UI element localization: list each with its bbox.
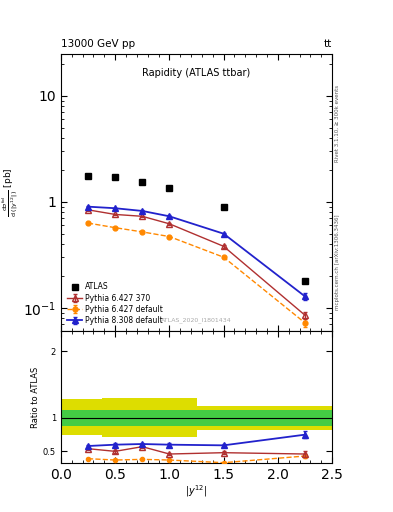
Bar	[61, 410, 101, 426]
Bar	[101, 398, 129, 437]
X-axis label: $|y^{12}|$: $|y^{12}|$	[185, 484, 208, 499]
Text: 13000 GeV pp: 13000 GeV pp	[61, 38, 135, 49]
ATLAS	[86, 173, 90, 179]
Bar	[61, 399, 101, 435]
Text: Rivet 3.1.10, ≥ 300k events: Rivet 3.1.10, ≥ 300k events	[335, 84, 340, 162]
ATLAS	[303, 278, 307, 284]
Bar	[196, 410, 251, 426]
Bar	[156, 410, 196, 426]
Y-axis label: $\mathregular{\frac{d\sigma^{fid}}{d\,(\,|y^{12}|\,)}}$ [pb]: $\mathregular{\frac{d\sigma^{fid}}{d\,(\…	[1, 168, 22, 217]
Bar	[101, 410, 129, 426]
Text: tt: tt	[324, 38, 332, 49]
Bar	[156, 398, 196, 437]
ATLAS	[140, 179, 145, 185]
ATLAS	[167, 185, 172, 191]
Bar	[251, 410, 332, 426]
ATLAS	[221, 204, 226, 210]
Bar	[129, 410, 156, 426]
Text: Rapidity (ATLAS ttbar): Rapidity (ATLAS ttbar)	[142, 68, 251, 78]
Bar	[129, 398, 156, 437]
Y-axis label: Ratio to ATLAS: Ratio to ATLAS	[31, 367, 40, 428]
Bar	[251, 406, 332, 430]
Legend: ATLAS, Pythia 6.427 370, Pythia 6.427 default, Pythia 8.308 default: ATLAS, Pythia 6.427 370, Pythia 6.427 de…	[65, 280, 165, 327]
ATLAS	[113, 175, 118, 181]
Bar	[196, 406, 251, 430]
Text: mcplots.cern.ch [arXiv:1306.3436]: mcplots.cern.ch [arXiv:1306.3436]	[335, 214, 340, 310]
Line: ATLAS: ATLAS	[85, 173, 308, 284]
Text: ATLAS_2020_I1801434: ATLAS_2020_I1801434	[161, 317, 232, 323]
